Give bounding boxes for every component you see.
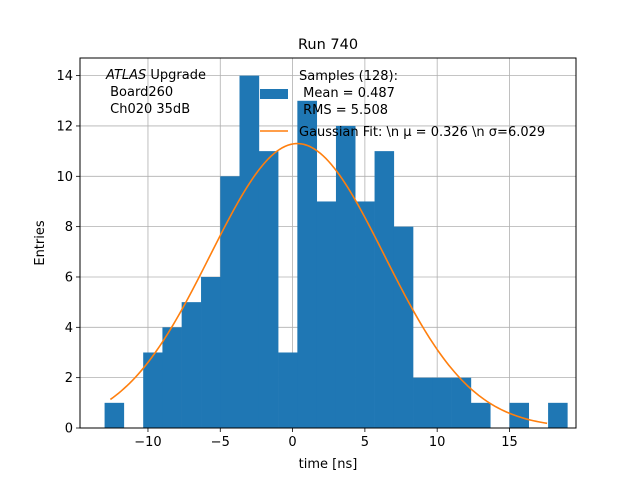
histogram-bar	[355, 201, 375, 428]
legend-samples-label: Mean = 0.487	[299, 86, 395, 101]
histogram-bar	[470, 402, 491, 428]
y-tick-label: 10	[56, 170, 73, 185]
histogram-bar	[278, 352, 298, 428]
histogram-bar	[509, 402, 530, 428]
histogram-bar	[297, 100, 318, 428]
y-tick-label: 0	[65, 422, 73, 437]
y-tick-label: 12	[56, 119, 73, 134]
annotation-line: ATLAS Upgrade	[105, 68, 206, 83]
histogram-bar	[258, 151, 279, 428]
y-tick-label: 14	[56, 69, 73, 84]
legend-labels: Samples (128): Mean = 0.487 RMS = 5.508 G…	[299, 69, 545, 140]
y-axis-ticks: 0 2 4 6 8 10 12 14	[56, 69, 80, 437]
histogram-bar	[220, 176, 240, 428]
x-axis-ticks: −10 −5 0 5 10 15	[134, 428, 518, 450]
plot-frame	[79, 57, 577, 429]
y-tick-label: 8	[65, 220, 73, 235]
x-tick-label: 5	[361, 435, 369, 450]
y-axis-label: Entries	[33, 220, 48, 266]
legend-fit-label: Gaussian Fit: \n μ = 0.326 \n σ=6.029	[299, 125, 545, 140]
gaussian-fit-curve	[109, 142, 548, 425]
annotation-text: Upgrade	[146, 68, 206, 83]
histogram-bars	[104, 75, 568, 429]
histogram-bar	[181, 302, 202, 428]
histogram-bar	[451, 377, 472, 428]
histogram-bar	[316, 201, 337, 428]
histogram-bar	[335, 125, 356, 429]
histogram-bar	[413, 377, 433, 428]
histogram-bar	[548, 402, 568, 428]
legend-samples-label: RMS = 5.508	[299, 103, 388, 118]
chart-title: Run 740	[298, 37, 358, 53]
annotation-italic: ATLAS	[105, 68, 146, 83]
annotation-line: Ch020 35dB	[106, 102, 190, 117]
histogram-bar	[374, 151, 395, 428]
annotation-line: Board260	[106, 85, 173, 100]
y-tick-label: 2	[65, 371, 73, 386]
run-annotation: ATLAS Upgrade Board260 Ch020 35dB	[105, 68, 206, 117]
annotation-text: Ch020 35dB	[106, 102, 190, 117]
y-tick-label: 4	[65, 321, 73, 336]
x-tick-label: 10	[429, 435, 446, 450]
x-tick-label: −5	[211, 435, 230, 450]
y-tick-label: 6	[65, 270, 73, 285]
histogram-bar	[143, 352, 163, 428]
legend-samples-label: Samples (128):	[299, 69, 398, 84]
x-tick-label: 0	[288, 435, 296, 450]
legend: Samples (128): Mean = 0.487 RMS = 5.508 G…	[260, 69, 545, 140]
legend-samples-swatch	[260, 89, 288, 99]
histogram-bar	[104, 402, 125, 428]
x-axis-label: time [ns]	[299, 457, 358, 472]
histogram-bar	[432, 377, 452, 428]
histogram-bar	[201, 276, 221, 428]
histogram-bar	[239, 75, 260, 428]
x-tick-label: 15	[501, 435, 518, 450]
annotation-text: Board260	[106, 85, 173, 100]
x-tick-label: −10	[134, 435, 161, 450]
histogram-bar	[162, 327, 182, 428]
histogram-bar	[393, 226, 414, 428]
